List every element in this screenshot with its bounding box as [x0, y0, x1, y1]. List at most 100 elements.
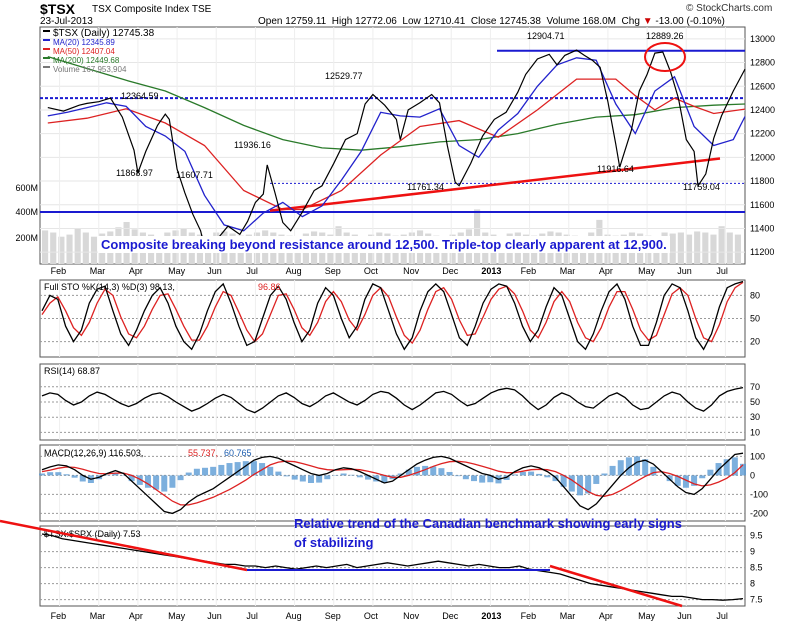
- macd-histogram-bar: [177, 475, 184, 481]
- macd-histogram-bar: [674, 475, 681, 486]
- volume-bar: [734, 234, 741, 264]
- macd-histogram-bar: [405, 469, 412, 476]
- series-line-tsx: [47, 49, 746, 249]
- stochastic-series-d: [41, 281, 744, 345]
- macd-histogram-bar: [511, 474, 518, 476]
- macd-histogram-bar: [544, 475, 551, 478]
- macd-histogram-bar: [153, 475, 160, 490]
- volume-bar: [669, 233, 676, 264]
- stochastic-tick-label: 80: [750, 290, 760, 300]
- macd-histogram-bar: [601, 473, 608, 476]
- relative-x-label: Dec: [442, 611, 459, 621]
- relative-x-label: Oct: [364, 611, 379, 621]
- macd-series-macd: [41, 452, 744, 515]
- macd-histogram-bar: [283, 475, 290, 477]
- macd-histogram-bar: [593, 475, 600, 484]
- macd-histogram-bar: [373, 475, 380, 482]
- macd-histogram-bar: [324, 475, 331, 480]
- price-tick-label: 12400: [750, 105, 775, 115]
- macd-histogram-bar: [128, 475, 135, 482]
- high-label: High: [331, 16, 353, 27]
- relative-tick-label: 8: [750, 579, 755, 589]
- relative-legend-label: $TSX:$SPX (Daily) 7.53: [44, 529, 141, 539]
- relative-x-label: Feb: [521, 611, 537, 621]
- level-a-label: 12364.59: [121, 91, 159, 101]
- rsi-tick-label: 30: [750, 412, 760, 422]
- macd-histogram-bar: [446, 471, 453, 476]
- macd-histogram-bar: [397, 473, 404, 476]
- volume-bar: [710, 234, 717, 264]
- macd-histogram-bar: [340, 473, 347, 476]
- volume-bar: [66, 234, 73, 264]
- macd-histogram-bar: [454, 475, 461, 477]
- volume-tick-label: 600M: [15, 183, 38, 193]
- low-label: Low: [402, 16, 421, 27]
- panel-relative: [39, 525, 746, 607]
- relative-x-label: 2013: [481, 611, 501, 621]
- relative-x-label: Sep: [325, 611, 341, 621]
- sto-legend-label: Full STO %K(14,3) %D(3) 98.13,: [44, 282, 175, 292]
- price-tick-label: 12200: [750, 129, 775, 139]
- macd-histogram-bar: [699, 475, 706, 479]
- macd-histogram-bar: [144, 475, 151, 488]
- macd-legend-signal: 55.737,: [188, 448, 218, 458]
- chart-date: 23-Jul-2013: [40, 16, 93, 27]
- legend-swatch: [43, 39, 50, 41]
- macd-histogram-bar: [161, 475, 168, 492]
- price-x-label: Apr: [129, 266, 143, 276]
- symbol-title: $TSX: [40, 1, 76, 17]
- price-x-label: Feb: [51, 266, 67, 276]
- macd-histogram-bar: [267, 466, 274, 476]
- price-x-label: Sep: [325, 266, 341, 276]
- price-tick-label: 12600: [750, 81, 775, 91]
- macd-histogram-bar: [609, 465, 616, 476]
- close-value: 12745.38: [499, 16, 541, 27]
- relative-x-label: Mar: [560, 611, 576, 621]
- close-label: Close: [470, 16, 497, 27]
- macd-histogram-bar: [430, 466, 437, 476]
- volume-bar: [74, 228, 81, 264]
- relative-x-label: Feb: [51, 611, 67, 621]
- macd-histogram-bar: [234, 462, 241, 476]
- volume-bar: [677, 232, 684, 264]
- legend-label: MA(50) 12407.04: [53, 47, 115, 56]
- price-x-label: Aug: [286, 266, 302, 276]
- volume-label: Volume: [546, 16, 580, 27]
- rsi-tick-label: 10: [750, 427, 760, 437]
- macd-histogram-bar: [169, 475, 176, 488]
- macd-histogram-bar: [316, 475, 323, 483]
- relative-x-label: Apr: [599, 611, 613, 621]
- relative-downtrend-line-2: [549, 564, 683, 608]
- macd-histogram-bar: [666, 475, 673, 482]
- price-tick-label: 11600: [750, 200, 774, 210]
- triple-top-circle: [644, 42, 686, 72]
- legend-swatch: [43, 48, 50, 50]
- legend-label: MA(20) 12345.89: [53, 38, 115, 47]
- stochastic-tick-label: 20: [750, 337, 760, 347]
- price-tick-label: 13000: [750, 34, 775, 44]
- relative-downtrend-line-1: [0, 519, 248, 572]
- legend-label: MA(200) 12449.68: [53, 56, 120, 65]
- price-x-label: Feb: [521, 266, 537, 276]
- macd-series-signal: [41, 460, 744, 506]
- macd-histogram-bar: [299, 475, 306, 482]
- legend-swatch: [43, 30, 50, 32]
- stochastic-tick-label: 50: [750, 314, 760, 324]
- relative-x-label: Nov: [403, 611, 420, 621]
- rsi-tick-label: 70: [750, 382, 760, 392]
- callout-price: Composite breaking beyond resistance aro…: [98, 236, 670, 253]
- macd-histogram-bar: [307, 475, 314, 483]
- macd-histogram-bar: [55, 472, 62, 476]
- macd-histogram-bar: [365, 475, 372, 480]
- price-tick-label: 11400: [750, 223, 774, 233]
- rising-trendline: [269, 157, 721, 212]
- relative-x-label: Apr: [129, 611, 143, 621]
- macd-histogram-bar: [71, 475, 78, 478]
- macd-histogram-bar: [210, 466, 217, 476]
- volume-bar: [694, 231, 701, 264]
- level-c-label: 11868.97: [116, 168, 153, 178]
- macd-histogram-bar: [568, 475, 575, 492]
- macd-histogram-bar: [202, 467, 209, 476]
- price-x-label: Jun: [677, 266, 692, 276]
- volume-bar: [90, 236, 98, 264]
